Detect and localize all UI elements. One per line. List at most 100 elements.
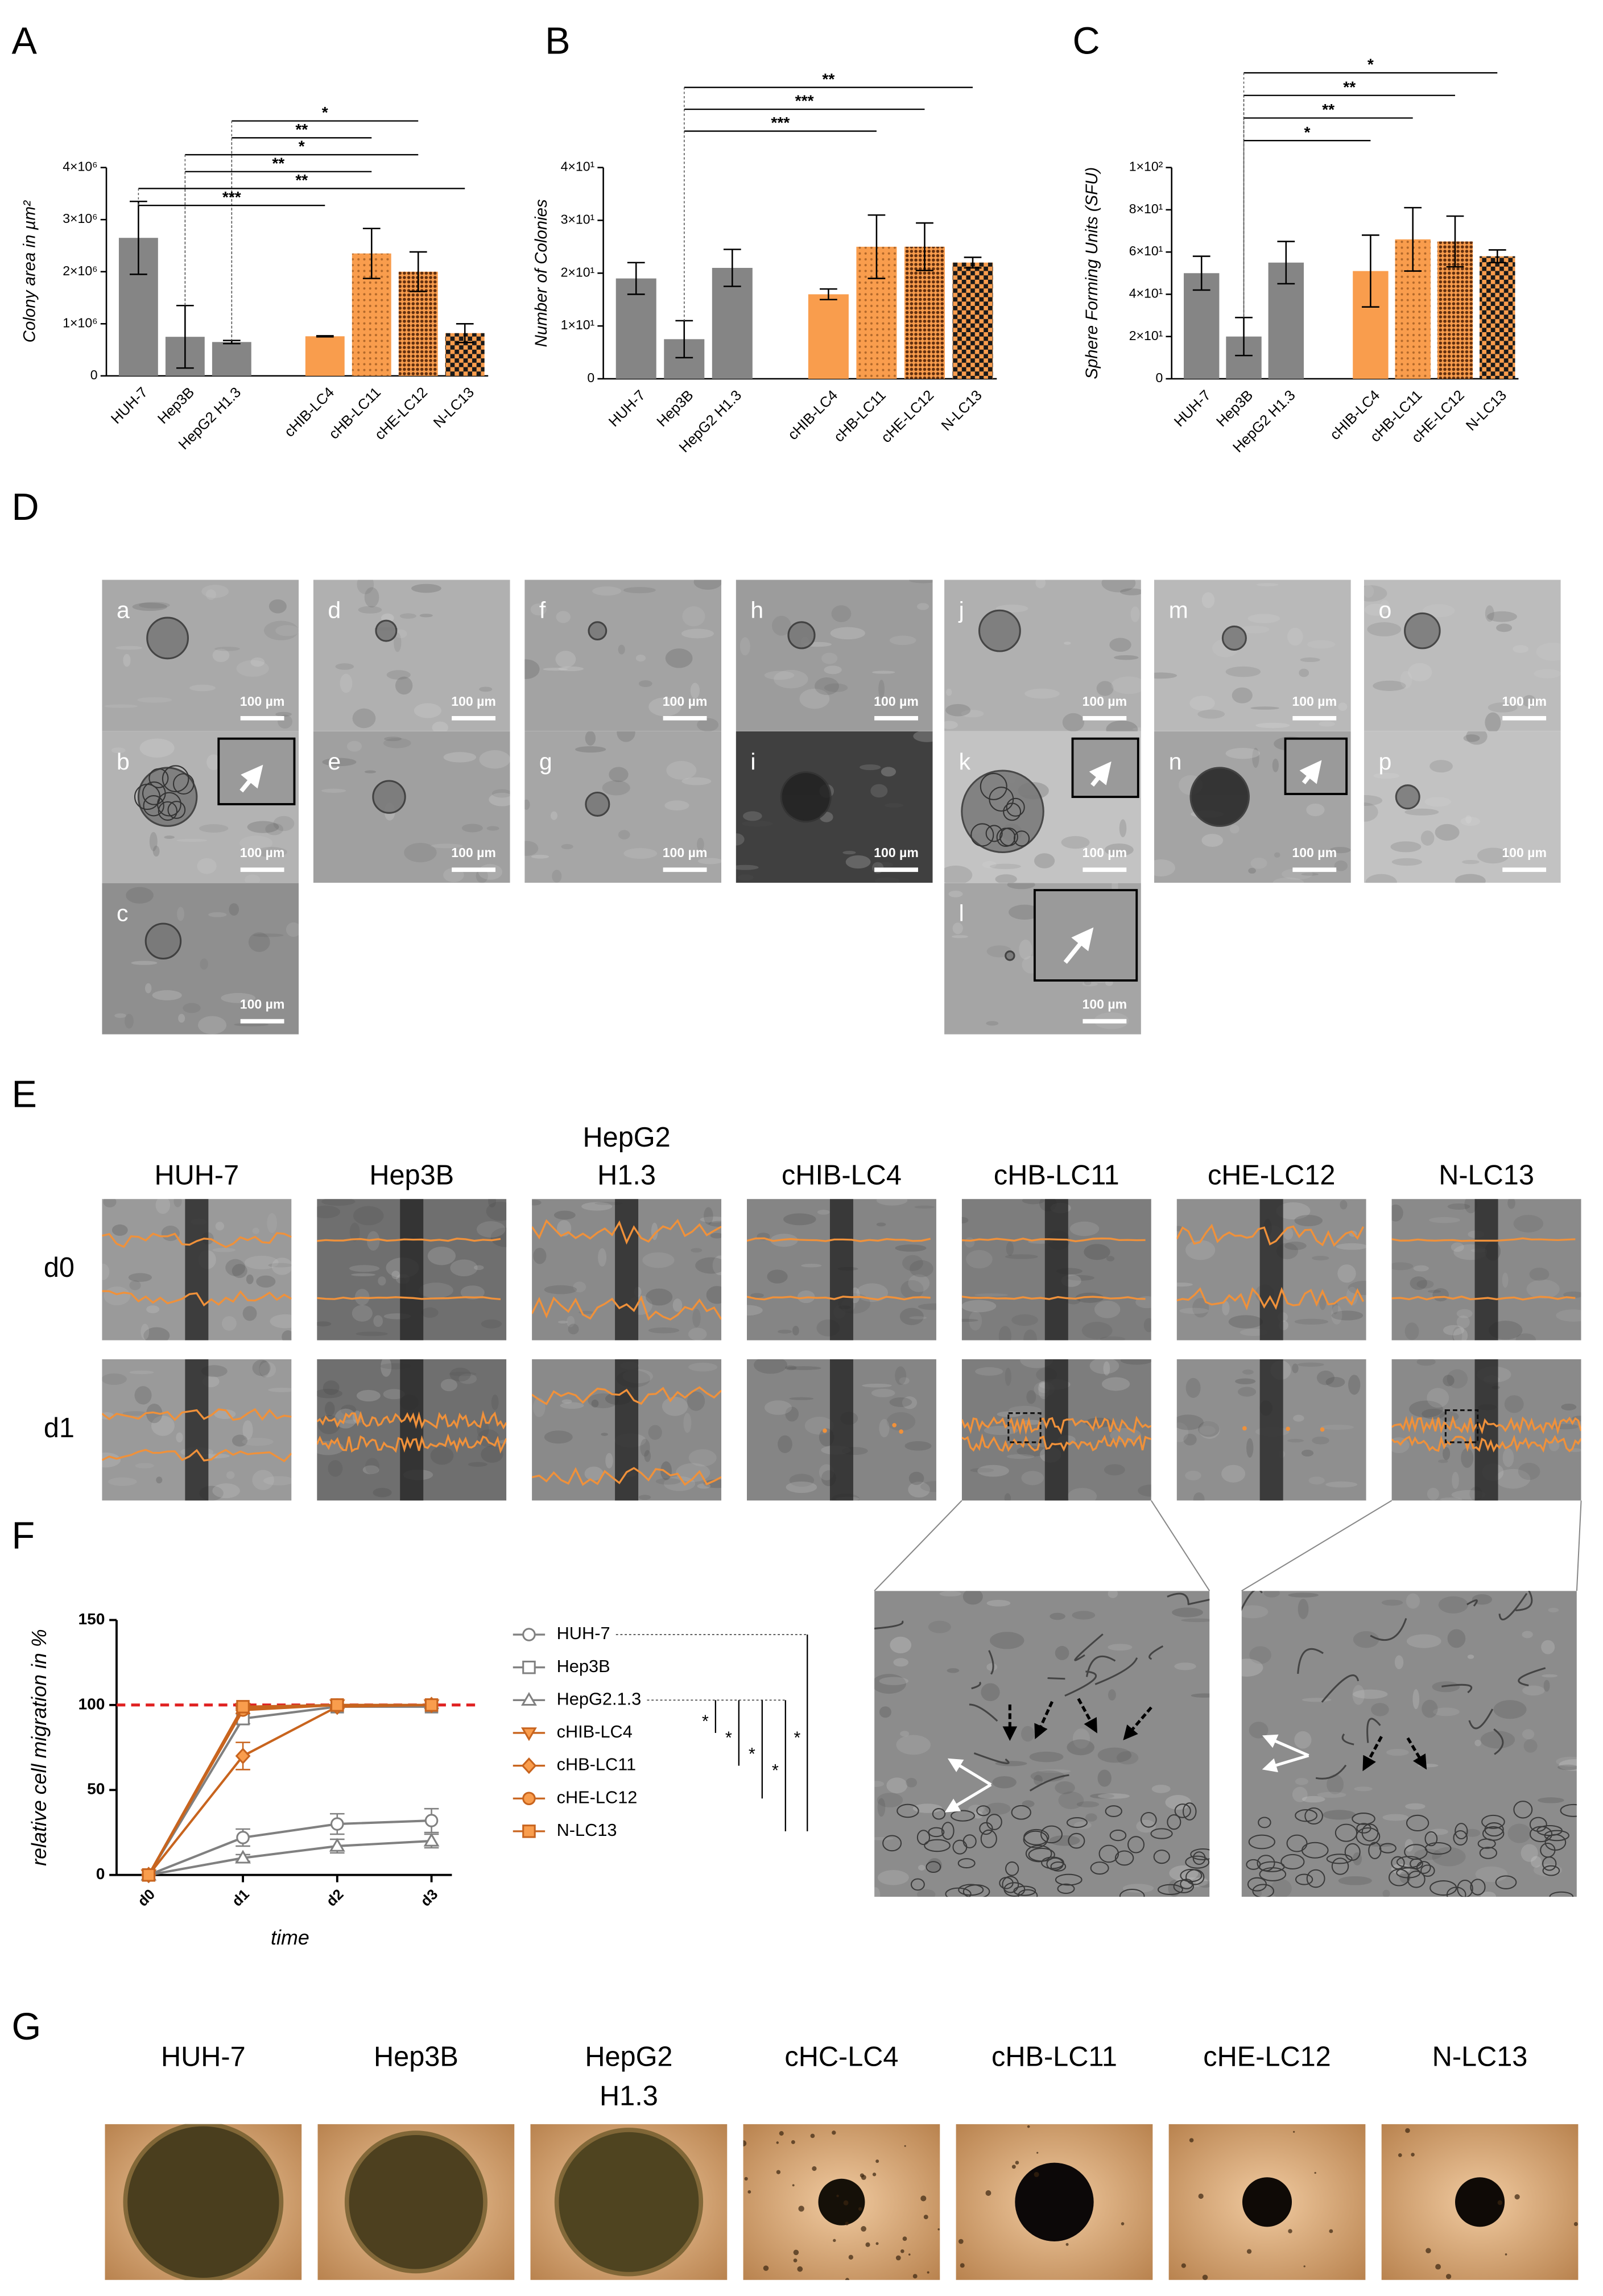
texture-speck xyxy=(1515,1333,1536,1341)
scale-bar-label: 100 µm xyxy=(451,845,496,860)
debris xyxy=(958,2239,964,2244)
legend-marker xyxy=(522,1628,536,1641)
texture-speck xyxy=(1011,1314,1038,1326)
texture-speck xyxy=(681,777,712,785)
texture-speck xyxy=(1250,857,1267,869)
debris xyxy=(810,2133,815,2138)
texture-speck xyxy=(874,1837,894,1840)
texture-speck xyxy=(200,958,208,970)
texture-speck xyxy=(618,830,630,839)
cell-cluster xyxy=(1005,950,1015,961)
texture-speck xyxy=(1422,604,1455,618)
texture-speck xyxy=(373,1488,392,1497)
scale-bar-label: 100 µm xyxy=(1292,694,1337,709)
texture-speck xyxy=(555,651,576,668)
texture-speck xyxy=(225,1259,246,1276)
texture-speck xyxy=(1447,1203,1470,1210)
texture-speck xyxy=(450,1259,478,1277)
debris xyxy=(836,2194,839,2198)
column-header: Hep3B xyxy=(374,2041,458,2072)
texture-speck xyxy=(786,1366,821,1370)
cell xyxy=(1066,1817,1088,1828)
texture-speck xyxy=(605,1453,613,1468)
texture-speck xyxy=(860,764,881,771)
texture-speck xyxy=(478,864,503,880)
y-tick-label: 100 xyxy=(78,1694,105,1712)
scratch-line xyxy=(400,1199,424,1341)
texture-speck xyxy=(1488,702,1518,713)
spheroid-image xyxy=(1381,2124,1579,2280)
texture-speck xyxy=(1353,1631,1379,1648)
texture-speck xyxy=(874,1781,885,1787)
texture-speck xyxy=(1116,1751,1139,1765)
cell-cluster xyxy=(375,619,398,642)
debris xyxy=(798,2206,804,2212)
texture-speck xyxy=(1461,859,1480,864)
texture-speck xyxy=(356,1331,388,1337)
texture-speck xyxy=(1271,1879,1292,1897)
texture-speck xyxy=(1422,1699,1438,1718)
texture-speck xyxy=(879,1677,908,1685)
texture-speck xyxy=(221,1316,237,1331)
texture-speck xyxy=(664,800,689,811)
cell xyxy=(1368,1842,1382,1859)
texture-speck xyxy=(1122,1884,1154,1893)
texture-speck xyxy=(104,704,138,708)
texture-speck xyxy=(1284,1242,1307,1250)
texture-speck xyxy=(1189,696,1215,711)
texture-speck xyxy=(383,738,411,748)
texture-speck xyxy=(352,708,376,729)
wound-image xyxy=(532,1199,722,1341)
texture-speck xyxy=(817,1209,830,1215)
y-tick-label: 6×10¹ xyxy=(1129,243,1163,258)
image-background xyxy=(1154,580,1351,731)
wound-edge xyxy=(102,1449,292,1463)
cell xyxy=(1127,1836,1145,1854)
texture-speck xyxy=(1185,1240,1216,1260)
cell xyxy=(1258,1817,1271,1828)
cell xyxy=(1407,1871,1426,1888)
texture-speck xyxy=(1529,1267,1550,1281)
texture-speck xyxy=(236,660,269,677)
cell-cluster xyxy=(1404,612,1441,650)
texture-speck xyxy=(568,1323,579,1335)
texture-speck xyxy=(928,1620,951,1633)
cell-process xyxy=(1315,1764,1347,1780)
texture-speck xyxy=(198,1016,227,1035)
texture-speck xyxy=(178,1013,185,1023)
texture-speck xyxy=(1537,1797,1564,1803)
debris xyxy=(1426,2248,1431,2254)
y-tick-label: 2×10⁶ xyxy=(63,263,97,278)
texture-speck xyxy=(239,835,273,851)
texture-speck xyxy=(1299,668,1309,677)
zoom-line xyxy=(1576,1500,1582,1591)
debris xyxy=(791,2140,795,2144)
scale-bar-label: 100 µm xyxy=(1502,694,1547,709)
texture-speck xyxy=(1232,687,1253,704)
texture-speck xyxy=(1229,825,1240,834)
wound-image xyxy=(746,1199,936,1341)
texture-speck xyxy=(1072,1611,1096,1620)
series-line xyxy=(147,1703,432,1876)
texture-speck xyxy=(544,1430,573,1444)
texture-speck xyxy=(918,1303,936,1310)
cell xyxy=(1248,1834,1275,1850)
texture-speck xyxy=(1055,1781,1075,1794)
debris xyxy=(985,2190,991,2196)
cell xyxy=(1560,1803,1577,1817)
texture-speck xyxy=(1005,1367,1011,1386)
zoom-box xyxy=(1444,1409,1479,1443)
texture-speck xyxy=(1026,1390,1036,1404)
texture-speck xyxy=(939,1591,961,1596)
texture-speck xyxy=(1337,1264,1356,1283)
texture-speck xyxy=(995,874,1017,883)
y-tick-label: 150 xyxy=(78,1610,105,1628)
texture-speck xyxy=(1452,1326,1462,1341)
cell xyxy=(1005,1861,1019,1876)
texture-speck xyxy=(908,1482,930,1498)
texture-speck xyxy=(141,1323,150,1340)
image-label: i xyxy=(750,748,755,775)
significance-label: * xyxy=(794,1727,800,1747)
texture-speck xyxy=(1443,1325,1465,1335)
texture-speck xyxy=(961,1300,997,1313)
